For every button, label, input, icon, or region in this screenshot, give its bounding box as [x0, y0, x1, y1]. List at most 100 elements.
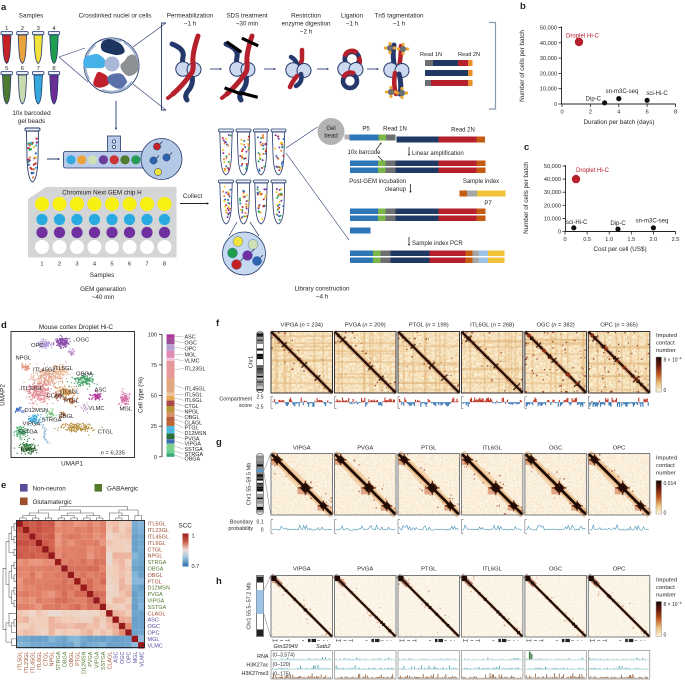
- svg-text:2: 2: [58, 262, 61, 268]
- svg-text:Samples: Samples: [19, 13, 44, 20]
- svg-text:6: 6: [128, 262, 131, 268]
- svg-text:d: d: [1, 320, 7, 331]
- svg-text:4: 4: [93, 262, 97, 268]
- svg-text:1.0: 1.0: [605, 237, 613, 243]
- svg-text:OPC (n = 365): OPC (n = 365): [600, 323, 638, 329]
- svg-text:OGC: OGC: [549, 446, 562, 452]
- svg-text:ITL23GL: ITL23GL: [185, 366, 206, 372]
- svg-text:5: 5: [5, 66, 8, 72]
- svg-text:5: 5: [110, 262, 113, 268]
- svg-text:3: 3: [37, 26, 40, 32]
- svg-text:ITL45GL: ITL45GL: [31, 652, 37, 673]
- svg-text:CTGL: CTGL: [148, 547, 163, 553]
- svg-text:40,000: 40,000: [544, 177, 561, 183]
- svg-text:SDS treatment: SDS treatment: [226, 13, 268, 20]
- svg-text:VIPGA: VIPGA: [95, 651, 101, 668]
- svg-text:6: 6: [646, 110, 649, 116]
- svg-text:UMAP1: UMAP1: [61, 461, 83, 468]
- svg-text:8: 8: [163, 262, 166, 268]
- svg-text:score: score: [239, 403, 252, 409]
- svg-text:Compartment: Compartment: [219, 397, 252, 403]
- svg-text:Read 1N: Read 1N: [420, 52, 442, 58]
- svg-text:Gm32949: Gm32949: [274, 644, 298, 650]
- svg-text:0: 0: [558, 230, 561, 236]
- svg-text:ASC: ASC: [95, 388, 107, 394]
- svg-text:PTGL: PTGL: [421, 446, 437, 452]
- svg-text:number: number: [656, 348, 676, 354]
- svg-text:Crosslinked nuclei or cells: Crosslinked nuclei or cells: [79, 13, 152, 20]
- svg-text:OPC: OPC: [148, 631, 160, 637]
- svg-text:0.7: 0.7: [192, 564, 200, 570]
- svg-text:Chr1 55.5–57.2 Mb: Chr1 55.5–57.2 Mb: [247, 582, 253, 629]
- svg-text:10,000: 10,000: [544, 216, 561, 222]
- svg-text:OPC: OPC: [185, 346, 197, 352]
- svg-text:PVGA: PVGA: [21, 448, 37, 454]
- svg-text:CLAGL: CLAGL: [148, 611, 166, 617]
- svg-text:0.5: 0.5: [583, 237, 591, 243]
- svg-text:40,000: 40,000: [540, 41, 557, 47]
- svg-text:ASC: ASC: [114, 651, 120, 662]
- svg-text:VLMC: VLMC: [139, 651, 145, 666]
- svg-text:P5: P5: [362, 127, 370, 133]
- svg-text:ITL23GL: ITL23GL: [148, 528, 169, 534]
- svg-text:Read 2N: Read 2N: [451, 128, 475, 134]
- svg-text:Linear amplification: Linear amplification: [412, 151, 464, 157]
- svg-text:0: 0: [154, 455, 157, 461]
- svg-text:Tn5 tagmentation: Tn5 tagmentation: [374, 13, 424, 20]
- svg-text:1: 1: [40, 262, 43, 268]
- svg-text:~1 h: ~1 h: [184, 21, 197, 28]
- svg-text:VIPGA: VIPGA: [23, 422, 41, 428]
- svg-text:PTGL: PTGL: [148, 579, 162, 585]
- svg-text:1.5: 1.5: [627, 237, 635, 243]
- svg-text:(0–120): (0–120): [273, 662, 291, 668]
- svg-text:OBGA: OBGA: [63, 651, 69, 667]
- svg-text:STRGA: STRGA: [56, 651, 62, 670]
- svg-text:VIPGA (n = 234): VIPGA (n = 234): [281, 323, 323, 329]
- svg-text:Cell type (%): Cell type (%): [138, 377, 145, 413]
- svg-text:VLMC: VLMC: [89, 406, 105, 412]
- svg-text:a: a: [1, 2, 7, 13]
- svg-text:NPGL: NPGL: [148, 554, 163, 560]
- svg-text:20,000: 20,000: [540, 71, 557, 77]
- svg-text:50: 50: [151, 394, 157, 400]
- svg-text:GABAergic: GABAergic: [107, 486, 138, 493]
- svg-text:Read 2N: Read 2N: [458, 52, 480, 58]
- svg-text:Glutamatergic: Glutamatergic: [33, 499, 72, 506]
- svg-text:Number of cells per batch: Number of cells per batch: [523, 162, 530, 234]
- svg-text:4: 4: [617, 110, 620, 116]
- svg-text:~1 h: ~1 h: [346, 21, 359, 28]
- svg-text:0: 0: [261, 528, 264, 534]
- svg-text:ITL23GL: ITL23GL: [21, 386, 44, 392]
- svg-text:P7: P7: [484, 201, 492, 207]
- svg-text:ITL6GL: ITL6GL: [37, 652, 43, 670]
- svg-text:SSTGA: SSTGA: [18, 430, 38, 436]
- svg-text:H3K27ac: H3K27ac: [246, 663, 268, 669]
- svg-text:50,000: 50,000: [540, 26, 557, 32]
- svg-text:OPC: OPC: [613, 567, 626, 573]
- svg-text:3: 3: [75, 262, 78, 268]
- svg-text:7: 7: [37, 66, 40, 72]
- svg-text:0: 0: [563, 237, 566, 243]
- svg-text:b: b: [520, 1, 526, 12]
- svg-text:RNA: RNA: [257, 654, 269, 660]
- svg-text:2.5: 2.5: [672, 237, 680, 243]
- svg-text:(0–175): (0–175): [273, 672, 291, 678]
- svg-text:sci-Hi-C: sci-Hi-C: [566, 220, 588, 226]
- svg-text:PVGA: PVGA: [88, 651, 94, 667]
- svg-text:1: 1: [5, 26, 8, 32]
- svg-text:CTGL: CTGL: [43, 652, 49, 667]
- svg-text:PVGA: PVGA: [148, 592, 164, 598]
- svg-text:OBGA: OBGA: [148, 567, 164, 573]
- svg-text:sci-Hi-C: sci-Hi-C: [646, 91, 668, 97]
- svg-text:ITL23GL: ITL23GL: [24, 652, 30, 673]
- svg-text:gel beads: gel beads: [18, 118, 45, 125]
- svg-text:ASC: ASC: [148, 618, 159, 624]
- svg-text:8: 8: [52, 66, 55, 72]
- svg-text:Gel: Gel: [326, 126, 335, 132]
- svg-text:bead: bead: [324, 134, 337, 140]
- svg-text:10x barcoded: 10x barcoded: [12, 110, 51, 117]
- svg-text:~4 h: ~4 h: [316, 294, 329, 301]
- svg-text:D12MSN: D12MSN: [82, 651, 88, 673]
- svg-text:OGC: OGC: [148, 624, 161, 630]
- svg-text:PTGL: PTGL: [421, 567, 437, 573]
